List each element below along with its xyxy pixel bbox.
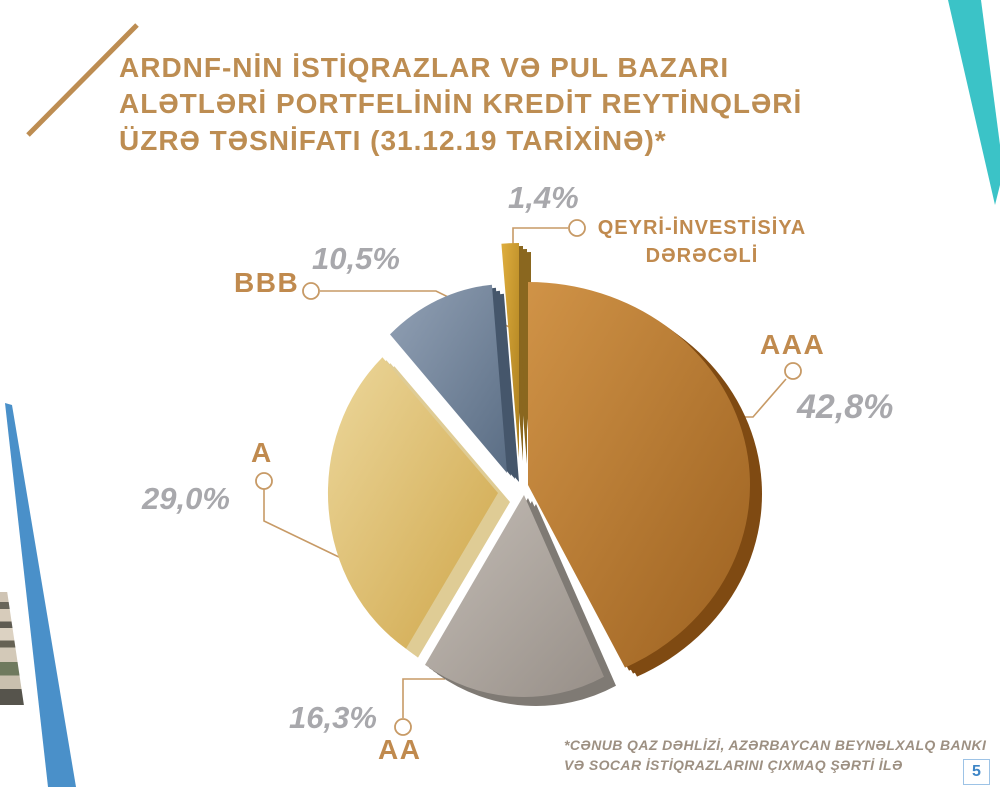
pie-slice-side-non_investment [513,251,531,467]
pie-slice-face-a [327,357,498,649]
pie-slice-side-a [335,363,506,655]
label-non-investment: QEYRİ-İNVESTİSİYA DƏRƏCƏLİ [597,217,807,267]
label-aaa: AAA [760,329,826,360]
label-bbb: BBB [234,267,300,298]
title-line-1: ARDNF-NİN İSTİQRAZLAR VƏ PUL BAZARI [119,52,730,83]
marker-bbb [302,282,320,300]
connector-non-investment [512,227,568,257]
title-line-2: ALƏTLƏRİ PORTFELİNİN KREDİT REYTİNQLƏRİ [119,88,803,120]
page-title: ARDNF-NİN İSTİQRAZLAR VƏ PUL BAZARI ALƏT… [119,50,919,159]
pie-slice-side-aaa [540,291,763,677]
pie-slice-face-bbb [390,284,507,473]
pie-slice-aaa [528,282,763,677]
label-aa: AA [378,734,422,765]
footnote-line-1: *CƏNUB QAZ DƏHLİZİ, AZƏRBAYCAN BEYNƏLXAL… [564,737,987,753]
value-aa: 16,3% [289,700,377,735]
pie-slice-side-aa [437,504,616,707]
connector-bbb [320,290,549,347]
pie-slice-side-aa [433,501,612,704]
marker-a [255,472,273,490]
photo-road [0,705,36,787]
pie-slice-aa [425,495,616,707]
connector-aaa [734,378,787,418]
footnote-line-2: VƏ SOCAR İSTİQRAZLARINI ÇIXMAQ ŞƏRTİ İLƏ [564,757,903,774]
pie-slice-side-bbb [394,287,511,476]
pie-slice-side-bbb [398,290,515,479]
value-non-investment: 1,4% [508,180,579,215]
label-a: A [251,437,273,468]
pie-slice-side-aa [429,498,608,701]
pie-slice-side-aaa [532,285,755,671]
connector-a [263,489,369,572]
pie-slice-side-a [339,366,510,658]
pie-slice-face-aa [425,495,604,698]
value-a: 29,0% [142,481,230,516]
pie-slice-a [327,357,510,658]
connector-aa [402,678,445,718]
page-number: 5 [963,759,990,785]
title-line-3: ÜZRƏ TƏSNİFATI (31.12.19 TARİXİNƏ)* [119,124,667,156]
marker-non-investment [568,219,586,237]
pie-slice-side-bbb [402,293,519,482]
pie-slice-bbb [390,284,519,482]
pie-slice-face-non_investment [501,242,519,458]
photo-building [0,592,36,706]
teal-wedge-accent [948,0,1000,205]
pie-slice-side-non_investment [505,245,523,461]
pie-slice-side-a [331,360,502,652]
footnote: *CƏNUB QAZ DƏHLİZİ, AZƏRBAYCAN BEYNƏLXAL… [564,735,1000,776]
background-photo [0,592,36,787]
pie-slice-side-aaa [536,287,759,674]
marker-aa [394,718,412,736]
pie-slice-non_investment [501,242,531,467]
value-aaa: 42,8% [797,388,894,426]
marker-aaa [784,362,802,380]
pie-slice-face-aaa [528,282,751,668]
pie-slice-side-non_investment [509,248,527,464]
value-bbb: 10,5% [312,241,400,276]
